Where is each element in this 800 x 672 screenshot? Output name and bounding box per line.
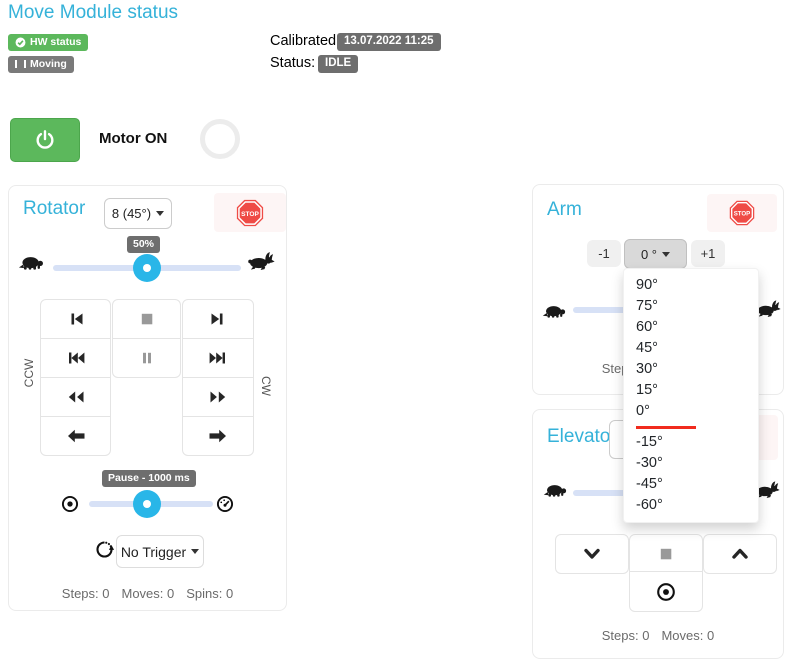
cw-label: CW <box>259 376 273 396</box>
dot-circle-icon <box>60 494 80 514</box>
step-forward-icon <box>211 313 223 325</box>
menu-item-60[interactable]: 60° <box>636 319 658 335</box>
menu-item-neg60[interactable]: -60° <box>636 497 663 513</box>
rotate-icon <box>93 538 116 561</box>
step-size-select[interactable]: 8 (45°) <box>104 198 172 229</box>
backward-button[interactable] <box>40 377 111 417</box>
steps-stat: Steps: 0 <box>601 628 650 643</box>
menu-item-neg45[interactable]: -45° <box>636 476 663 492</box>
menu-item-30[interactable]: 30° <box>636 361 658 377</box>
elevator-stats: Steps: 0 Moves: 0 <box>533 628 783 643</box>
turtle-icon <box>541 302 567 321</box>
arrow-right-icon <box>209 429 226 443</box>
chevron-up-icon <box>732 548 748 559</box>
motor-on-label: Motor ON <box>99 130 168 147</box>
motor-on-button[interactable] <box>10 118 80 162</box>
spins-stat: Spins: 0 <box>186 586 234 601</box>
stop-square-icon <box>141 313 152 325</box>
caret-down-icon <box>662 251 671 257</box>
arm-angle-value: 0 ° <box>640 246 658 262</box>
pause-icon <box>15 60 26 69</box>
power-icon <box>34 129 56 151</box>
caret-down-icon <box>156 211 165 216</box>
hw-status-badge: HW status <box>8 34 89 51</box>
cw-button-column <box>182 299 254 456</box>
arrow-left-icon <box>67 429 84 443</box>
moving-badge: Moving <box>8 56 74 73</box>
menu-item-45[interactable]: 45° <box>636 340 658 356</box>
step-forward-button[interactable] <box>182 299 254 339</box>
forward-icon <box>210 391 226 403</box>
loading-ring <box>200 119 240 159</box>
caret-down-icon <box>191 549 200 554</box>
rotator-stats: Steps: 0 Moves: 0 Spins: 0 <box>9 586 286 601</box>
elevator-stop-move-button[interactable] <box>629 534 703 574</box>
steps-stat: Steps: 0 <box>61 586 110 601</box>
stop-playback-button[interactable] <box>112 299 181 339</box>
ccw-button-column <box>40 299 111 456</box>
rabbit-icon <box>247 250 275 273</box>
move-down-button[interactable] <box>555 534 629 574</box>
move-left-button[interactable] <box>40 416 111 456</box>
arm-angle-menu: 90° 75° 60° 45° 30° 15° 0° -15° -30° -45… <box>623 268 759 523</box>
pause-playback-button[interactable] <box>112 338 181 378</box>
pause-tooltip: Pause - 1000 ms <box>102 470 196 487</box>
trigger-select[interactable]: No Trigger <box>116 535 204 568</box>
menu-item-neg30[interactable]: -30° <box>636 455 663 471</box>
fast-backward-icon <box>68 352 84 364</box>
step-backward-icon <box>71 313 82 325</box>
calibrated-label: Calibrated: <box>270 33 341 49</box>
fast-forward-button[interactable] <box>182 338 254 378</box>
rotator-panel: Rotator 8 (45°) 50% CCW CW <box>8 185 287 611</box>
stop-sign-icon <box>235 198 265 228</box>
menu-item-15[interactable]: 15° <box>636 382 658 398</box>
step-size-value: 8 (45°) <box>111 206 152 221</box>
status-value-badge: IDLE <box>318 55 359 73</box>
selected-underline <box>636 426 696 429</box>
turtle-icon <box>17 253 45 273</box>
pause-bars-icon <box>142 352 151 364</box>
arm-stop-button[interactable] <box>707 194 777 232</box>
tachometer-icon <box>215 494 235 514</box>
menu-item-90[interactable]: 90° <box>636 277 658 293</box>
menu-item-75[interactable]: 75° <box>636 298 658 314</box>
speed-slider-handle[interactable] <box>133 254 161 282</box>
fast-backward-button[interactable] <box>40 338 111 378</box>
rotator-title: Rotator <box>23 198 86 219</box>
stop-square-icon <box>660 548 672 560</box>
calibrated-value-badge: 13.07.2022 11:25 <box>337 33 441 51</box>
stop-sign-icon <box>728 199 756 227</box>
arm-title: Arm <box>547 199 582 220</box>
hw-status-label: HW status <box>30 36 82 49</box>
arm-angle-select[interactable]: 0 ° <box>624 239 687 269</box>
forward-button[interactable] <box>182 377 254 417</box>
move-up-button[interactable] <box>703 534 777 574</box>
menu-item-neg15[interactable]: -15° <box>636 434 663 450</box>
backward-icon <box>68 391 83 403</box>
ccw-label: CCW <box>22 358 36 388</box>
moving-label: Moving <box>30 58 67 70</box>
menu-item-0-selected[interactable]: 0° <box>636 403 650 419</box>
arm-increment-button[interactable]: +1 <box>691 240 725 267</box>
step-backward-button[interactable] <box>40 299 111 339</box>
trigger-value: No Trigger <box>120 543 187 560</box>
moves-stat: Moves: 0 <box>661 628 715 643</box>
rotator-stop-button[interactable] <box>214 193 286 232</box>
dot-circle-icon <box>655 581 677 603</box>
arm-decrement-button[interactable]: -1 <box>587 240 621 267</box>
speed-tooltip: 50% <box>127 236 161 253</box>
status-label: Status: <box>270 55 316 71</box>
move-right-button[interactable] <box>182 416 254 456</box>
page-title: Move Module status <box>8 2 179 23</box>
home-position-button[interactable] <box>629 571 703 612</box>
pause-slider-handle[interactable] <box>133 490 161 518</box>
chevron-down-icon <box>584 548 600 559</box>
fast-forward-icon <box>209 352 225 364</box>
center-button-column <box>112 299 181 378</box>
elevator-title: Elevator <box>547 426 617 447</box>
moves-stat: Moves: 0 <box>121 586 175 601</box>
check-circle-icon <box>15 37 26 48</box>
turtle-icon <box>542 481 568 500</box>
